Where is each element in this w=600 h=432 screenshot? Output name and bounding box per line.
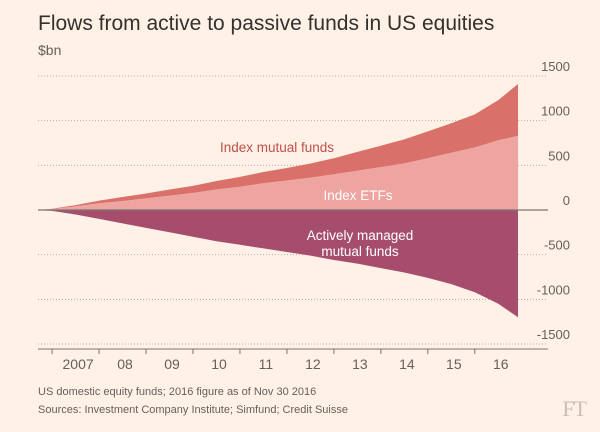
area-actively-managed bbox=[38, 210, 518, 318]
source-note: Sources: Investment Company Institute; S… bbox=[38, 404, 348, 416]
x-tick-label: 16 bbox=[493, 356, 509, 372]
x-tick-label: 10 bbox=[211, 356, 227, 372]
ft-logo: FT bbox=[562, 396, 587, 421]
x-tick-label: 15 bbox=[446, 356, 462, 372]
x-tick-label: 2007 bbox=[63, 356, 94, 372]
x-tick-label: 11 bbox=[259, 356, 274, 372]
x-tick-label: 13 bbox=[352, 356, 368, 372]
chart-title: Flows from active to passive funds in US… bbox=[38, 12, 495, 35]
label-actively-managed-line1: Actively managed bbox=[307, 228, 414, 243]
unit-label: $bn bbox=[38, 42, 62, 58]
x-tick-label: 08 bbox=[117, 356, 133, 372]
label-index-etfs: Index ETFs bbox=[323, 188, 392, 203]
y-tick-label: 500 bbox=[548, 148, 570, 163]
y-tick-label: 1500 bbox=[541, 59, 570, 74]
area-index-etfs bbox=[38, 135, 518, 210]
y-tick-label: -500 bbox=[544, 238, 570, 253]
x-tick-label: 12 bbox=[305, 356, 321, 372]
y-tick-label: 0 bbox=[563, 193, 570, 208]
area-index-mutual-funds bbox=[38, 84, 518, 210]
y-tick-label: -1000 bbox=[537, 282, 570, 297]
footnote: US domestic equity funds; 2016 figure as… bbox=[38, 386, 317, 398]
x-tick-label: 09 bbox=[164, 356, 180, 372]
y-tick-label: 1000 bbox=[541, 104, 570, 119]
y-tick-label: -1500 bbox=[537, 327, 570, 342]
label-actively-managed-line2: mutual funds bbox=[321, 244, 399, 259]
x-tick-label: 14 bbox=[399, 356, 415, 372]
label-index-mutual-funds: Index mutual funds bbox=[220, 140, 334, 155]
